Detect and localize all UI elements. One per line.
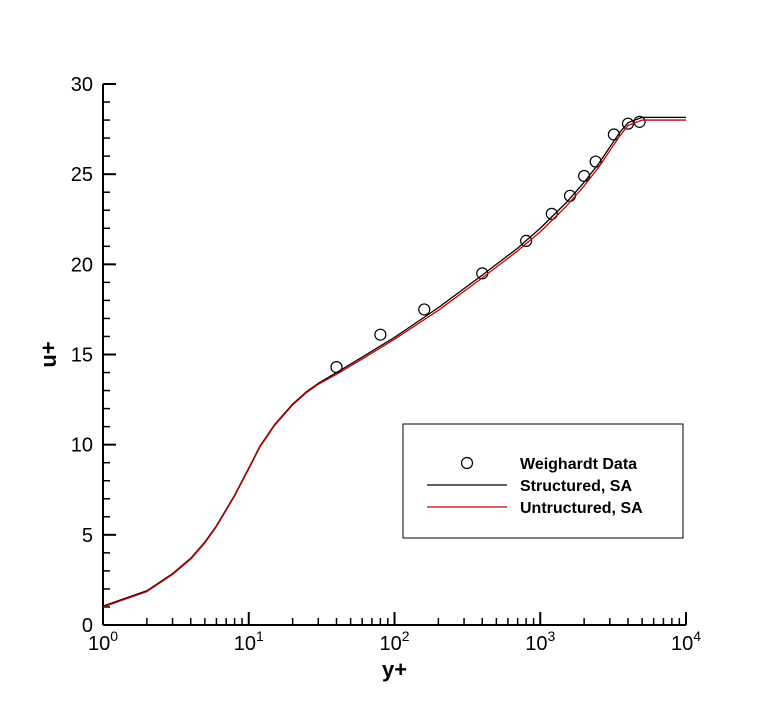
x-tick-label: 104 — [671, 628, 701, 655]
y-tick-label: 25 — [71, 164, 93, 186]
legend-layer: Weighardt Data Structured, SA Untructured,… — [402, 423, 684, 539]
data-point-marker — [578, 169, 591, 183]
data-point-marker — [520, 234, 533, 247]
x-tick-label: 102 — [379, 628, 409, 655]
series-line-2 — [102, 119, 686, 608]
y-tick-label: 0 — [82, 615, 93, 637]
data-point-marker — [563, 189, 577, 202]
x-axis-title: y+ — [382, 657, 407, 682]
y-axis-title: u+ — [36, 341, 61, 367]
axes-layer: 0 5 10 15 20 25 30 100 101 102 103 104 y+ u+ — [36, 74, 701, 682]
legend-label: Weighardt Data — [520, 456, 637, 473]
legend-swatch-marker — [460, 456, 474, 470]
data-point-marker — [633, 115, 646, 128]
series-layer — [102, 115, 686, 608]
legend-label: Structured, SA — [520, 478, 632, 495]
legend-label: Untructured, SA — [520, 500, 643, 517]
y-tick-label: 15 — [71, 345, 93, 367]
y-tick-label: 20 — [71, 254, 93, 276]
data-point-marker — [418, 303, 431, 316]
data-point-marker — [374, 328, 387, 341]
data-point-marker — [545, 207, 558, 220]
y-tick-label: 10 — [71, 435, 93, 457]
x-tick-label: 103 — [525, 628, 555, 655]
x-tick-label: 101 — [234, 628, 264, 655]
y-tick-label: 5 — [82, 525, 93, 547]
x-tick-label: 100 — [88, 628, 118, 655]
y-tick-label: 30 — [71, 74, 93, 96]
legend-box — [402, 423, 684, 539]
